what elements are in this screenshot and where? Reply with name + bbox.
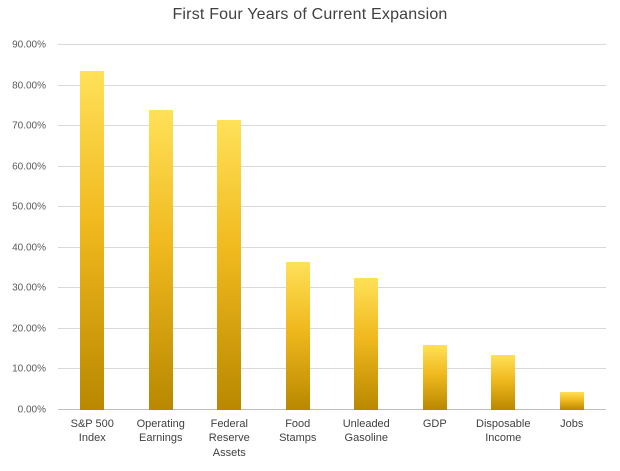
gridline	[58, 287, 606, 289]
bar	[422, 345, 447, 410]
gridline	[58, 84, 606, 86]
bar-slot	[264, 45, 333, 410]
gridline	[58, 368, 606, 370]
y-tick-label: 20.00%	[12, 323, 46, 335]
x-axis-line	[58, 409, 606, 410]
x-category-label: Federal Reserve Assets	[208, 418, 250, 459]
bar	[217, 120, 242, 410]
bar-slot	[401, 45, 470, 410]
bar	[80, 71, 105, 410]
y-tick-label: 70.00%	[12, 120, 46, 132]
x-category-label: S&P 500 Index	[70, 418, 114, 445]
x-category-label: Jobs	[560, 418, 584, 430]
x-category-label: Disposable Income	[476, 418, 531, 445]
chart-title: First Four Years of Current Expansion	[172, 6, 448, 23]
bar-slot	[58, 45, 127, 410]
y-tick-label: 60.00%	[12, 161, 46, 173]
gridline	[58, 165, 606, 167]
bar	[559, 391, 584, 410]
plot-area	[58, 44, 606, 410]
bar-slot	[127, 45, 196, 410]
bar	[354, 278, 379, 410]
gridline	[58, 206, 606, 208]
bar	[285, 261, 310, 410]
y-axis: 0.00% 10.00% 20.00% 30.00% 40.00% 50.00% 60.00…	[0, 40, 52, 416]
gridline	[58, 44, 606, 45]
y-tick-label: 50.00%	[12, 201, 46, 213]
y-tick-label: 40.00%	[12, 242, 46, 254]
bars-group	[58, 45, 606, 410]
bar-slot	[538, 45, 607, 410]
gridline	[58, 125, 606, 127]
x-category-label: GDP	[422, 418, 447, 430]
y-tick-label: 30.00%	[12, 282, 46, 294]
y-tick-label: 10.00%	[12, 363, 46, 375]
bar	[148, 109, 173, 410]
x-category-label: Operating Earnings	[136, 418, 185, 445]
gridline	[58, 246, 606, 248]
bar-slot	[332, 45, 401, 410]
bar	[491, 355, 516, 410]
y-tick-label: 80.00%	[12, 80, 46, 92]
x-category-label: Food Stamps	[279, 418, 317, 445]
x-axis: S&P 500 Index Operating Earnings Federal R…	[58, 417, 606, 460]
gridline	[58, 327, 606, 329]
x-category-label: Unleaded Gasoline	[342, 418, 390, 445]
y-tick-label: 90.00%	[12, 39, 46, 51]
bar-slot	[195, 45, 264, 410]
bar-slot	[469, 45, 538, 410]
y-tick-label: 0.00%	[17, 404, 46, 416]
